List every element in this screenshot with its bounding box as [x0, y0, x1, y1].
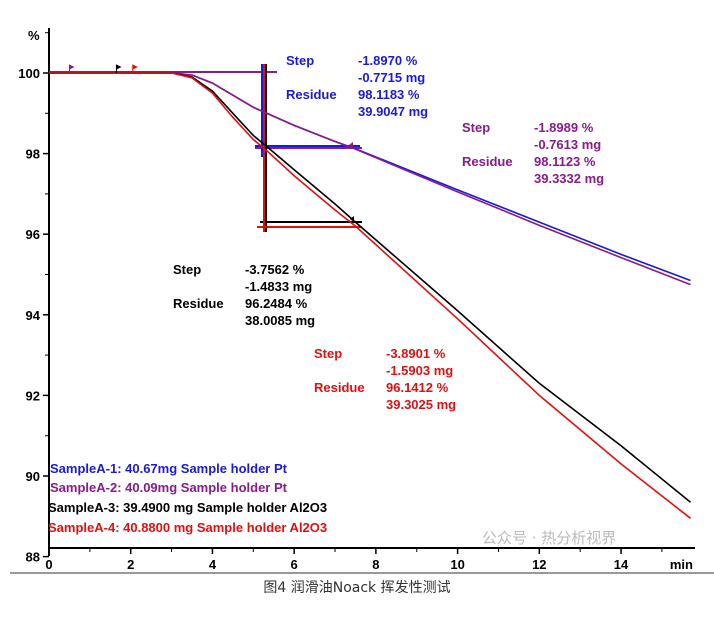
- legend-sample-1: SampleA-1: 40.67mg Sample holder Pt: [50, 461, 287, 476]
- x-tick-label: 4: [209, 557, 217, 572]
- residue-mg: 38.0085 mg: [245, 313, 316, 328]
- step-pct: -3.7562 %: [245, 262, 305, 277]
- step-pct: -1.8989 %: [534, 120, 594, 135]
- y-tick-label: 92: [26, 388, 40, 403]
- end-flag-icon: [350, 216, 354, 222]
- x-tick-label: 10: [450, 557, 464, 572]
- watermark: 公众号 · 热分析视界: [482, 529, 617, 547]
- residue-mg: 39.3025 mg: [386, 397, 457, 412]
- step-pct: -1.8970 %: [358, 53, 418, 68]
- x-tick-label: 12: [532, 557, 546, 572]
- step-label: Step: [462, 120, 491, 135]
- legend-sample-2: SampleA-2: 40.09mg Sample holder Pt: [50, 480, 287, 495]
- start-flag-icon: [115, 64, 122, 73]
- y-tick-label: 96: [26, 227, 40, 242]
- x-tick-label: 8: [372, 557, 379, 572]
- annotation-sample-2: Step -1.8989 % -0.7613 mg Residue 98.112…: [462, 119, 604, 187]
- residue-mg: 39.9047 mg: [358, 104, 429, 119]
- residue-pct: 96.2484 %: [245, 296, 308, 311]
- figure-caption: 图4 润滑油Noack 挥发性测试: [263, 580, 451, 596]
- legend-sample-4: SampleA-4: 40.8800 mg Sample holder Al2O…: [48, 520, 328, 535]
- step-mg: -0.7715 mg: [358, 70, 426, 85]
- y-tick-label: 98: [26, 147, 40, 162]
- step-mg: -1.4833 mg: [245, 279, 313, 294]
- y-tick-label: 90: [26, 469, 40, 484]
- y-tick-label: 100: [18, 66, 40, 81]
- step-label: Step: [314, 346, 343, 361]
- series-line-sample-2: [49, 72, 691, 286]
- start-flag-icon: [132, 64, 138, 73]
- legend-sample-3: SampleA-3: 39.4900 mg Sample holder Al2O…: [48, 500, 328, 515]
- x-axis-label: min: [670, 557, 693, 572]
- residue-label: Residue: [314, 380, 365, 395]
- x-tick-label: 2: [127, 557, 134, 572]
- x-tick-label: 6: [291, 557, 298, 572]
- step-label: Step: [286, 53, 315, 68]
- residue-label: Residue: [462, 154, 513, 169]
- y-tick-label: 94: [26, 308, 41, 323]
- end-flag-icon: [349, 142, 353, 148]
- annotation-sample-4: Step -3.8901 % -1.5903 mg Residue 96.141…: [314, 345, 456, 413]
- residue-label: Residue: [286, 87, 337, 102]
- step-mg: -1.5903 mg: [386, 363, 454, 378]
- annotation-sample-3: Step -3.7562 % -1.4833 mg Residue 96.248…: [173, 261, 315, 329]
- residue-mg: 39.3332 mg: [534, 171, 605, 186]
- residue-pct: 96.1412 %: [386, 380, 449, 395]
- step-pct: -3.8901 %: [386, 346, 446, 361]
- series-line-sample-4: [49, 72, 691, 519]
- x-tick-label: 0: [45, 557, 52, 572]
- residue-pct: 98.1123 %: [534, 154, 596, 169]
- residue-label: Residue: [173, 296, 224, 311]
- y-tick-label: 88: [26, 550, 40, 565]
- x-tick-label: 14: [614, 557, 629, 572]
- series-line-sample-3: [49, 72, 692, 503]
- y-axis-label: %: [28, 28, 40, 43]
- step-mg: -0.7613 mg: [534, 137, 602, 152]
- start-flag-icon: [68, 64, 75, 73]
- annotation-sample-1: Step -1.8970 % -0.7715 mg Residue 98.118…: [286, 52, 428, 120]
- residue-pct: 98.1183 %: [358, 87, 420, 102]
- step-label: Step: [173, 262, 202, 277]
